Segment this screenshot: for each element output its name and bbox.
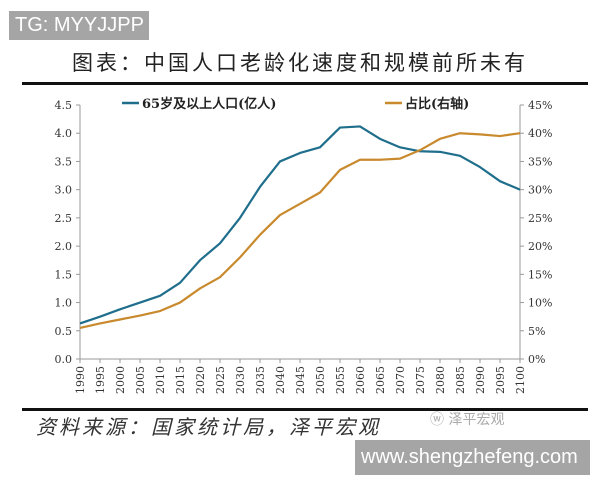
source-note: 资料来源：国家统计局，泽平宏观 — [36, 415, 381, 439]
watermark-logo: ⓦ 泽平宏观 — [430, 409, 504, 429]
x-tick-label: 1990 — [74, 366, 87, 394]
x-tick-label: 2100 — [514, 366, 527, 394]
x-tick-label: 2050 — [314, 366, 327, 394]
x-tick-label: 2015 — [174, 366, 187, 394]
right-tick-label: 0% — [528, 353, 545, 366]
left-tick-label: 4.5 — [55, 99, 73, 112]
left-tick-label: 3.5 — [55, 155, 73, 168]
right-tick-label: 25% — [528, 212, 552, 225]
x-tick-label: 2040 — [274, 366, 287, 394]
left-tick-label: 0.0 — [55, 353, 73, 366]
watermark-top: TG: MYYJJPP — [9, 11, 149, 40]
series-line-1 — [79, 132, 521, 330]
x-tick-label: 2020 — [194, 366, 207, 394]
right-tick-label: 30% — [528, 184, 552, 197]
series-line-0 — [79, 125, 521, 325]
right-tick-label: 10% — [528, 297, 552, 310]
wechat-icon: ⓦ — [430, 412, 449, 428]
right-tick-label: 40% — [528, 127, 552, 140]
x-tick-label: 2095 — [494, 366, 507, 394]
x-tick-label: 2000 — [114, 366, 127, 394]
left-tick-label: 1.0 — [55, 297, 73, 310]
left-tick-label: 2.5 — [55, 212, 73, 225]
x-tick-label: 2035 — [254, 366, 267, 394]
right-tick-label: 5% — [528, 325, 545, 338]
right-tick-label: 35% — [528, 155, 552, 168]
x-tick-label: 2060 — [354, 366, 367, 394]
right-tick-label: 15% — [528, 268, 552, 281]
x-tick-label: 2010 — [154, 366, 167, 394]
left-tick-label: 0.5 — [55, 325, 73, 338]
x-tick-label: 1995 — [94, 366, 107, 394]
bottom-rule — [22, 408, 588, 411]
x-tick-label: 2005 — [134, 366, 147, 394]
left-tick-label: 4.0 — [55, 127, 73, 140]
left-tick-label: 2.0 — [55, 240, 73, 253]
x-tick-label: 2025 — [214, 366, 227, 394]
x-tick-label: 2090 — [474, 366, 487, 394]
legend-label-0: 65岁及以上人口(亿人) — [142, 96, 276, 112]
x-tick-label: 2055 — [334, 366, 347, 394]
watermark-url: www.shengzhefeng.com — [355, 440, 590, 475]
x-tick-label: 2030 — [234, 366, 247, 394]
top-rule — [22, 82, 588, 85]
watermark-logo-text: 泽平宏观 — [448, 412, 505, 428]
right-tick-label: 45% — [528, 99, 552, 112]
x-tick-label: 2070 — [394, 366, 407, 394]
left-tick-label: 1.5 — [55, 268, 73, 281]
legend-label-1: 占比(右轴) — [405, 96, 469, 112]
x-tick-label: 2045 — [294, 366, 307, 394]
x-tick-label: 2085 — [454, 366, 467, 394]
chart: 0.0 0.5 1.0 1.5 2.0 2.5 3.0 3.5 4.0 4.5 0% 5% 10% 15%… — [55, 96, 553, 394]
right-tick-label: 20% — [528, 240, 552, 253]
x-tick-label: 2065 — [374, 366, 387, 394]
left-tick-label: 3.0 — [55, 184, 73, 197]
chart-title: 图表：中国人口老龄化速度和规模前所未有 — [72, 51, 528, 75]
x-tick-label: 2075 — [414, 366, 427, 394]
x-tick-label: 2080 — [434, 366, 447, 394]
